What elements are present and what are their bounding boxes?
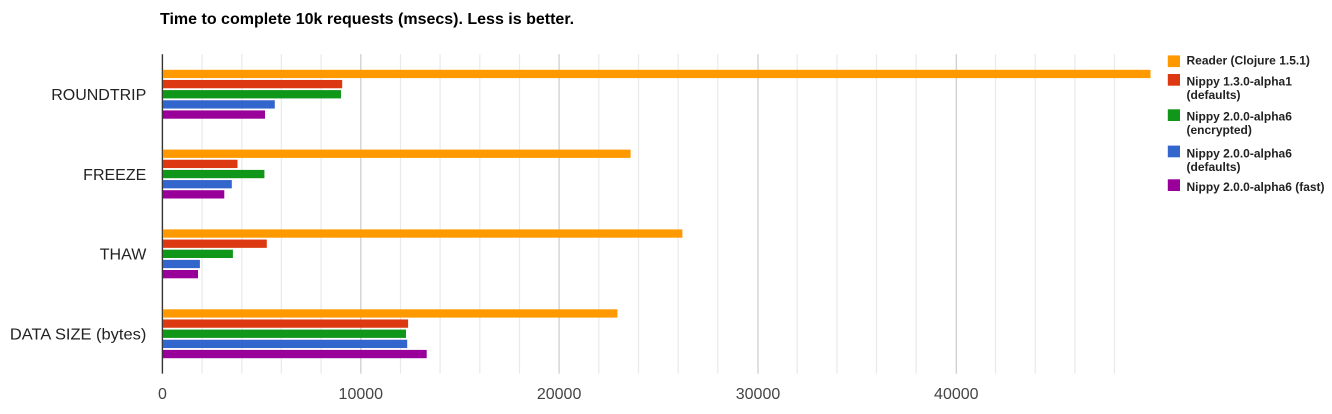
svg-text:40000: 40000 (934, 386, 979, 403)
svg-text:Nippy 2.0.0-alpha6 (fast): Nippy 2.0.0-alpha6 (fast) (1187, 180, 1325, 194)
svg-text:THAW: THAW (100, 247, 147, 264)
svg-text:30000: 30000 (736, 386, 781, 403)
svg-text:Nippy 2.0.0-alpha6: Nippy 2.0.0-alpha6 (1187, 110, 1293, 124)
svg-text:Time to complete 10k requests: Time to complete 10k requests (msecs). L… (160, 11, 574, 28)
svg-text:10000: 10000 (339, 386, 384, 403)
svg-text:(defaults): (defaults) (1187, 160, 1241, 174)
svg-text:ROUNDTRIP: ROUNDTRIP (51, 87, 146, 104)
svg-text:DATA SIZE (bytes): DATA SIZE (bytes) (10, 327, 146, 344)
svg-text:Nippy 2.0.0-alpha6: Nippy 2.0.0-alpha6 (1187, 146, 1293, 160)
svg-text:(defaults): (defaults) (1187, 88, 1241, 102)
svg-text:Nippy 1.3.0-alpha1: Nippy 1.3.0-alpha1 (1187, 75, 1293, 89)
svg-text:0: 0 (158, 386, 167, 403)
svg-text:Reader (Clojure 1.5.1): Reader (Clojure 1.5.1) (1187, 54, 1310, 68)
svg-text:FREEZE: FREEZE (83, 167, 146, 184)
svg-text:20000: 20000 (537, 386, 582, 403)
svg-text:(encrypted): (encrypted) (1187, 123, 1252, 137)
